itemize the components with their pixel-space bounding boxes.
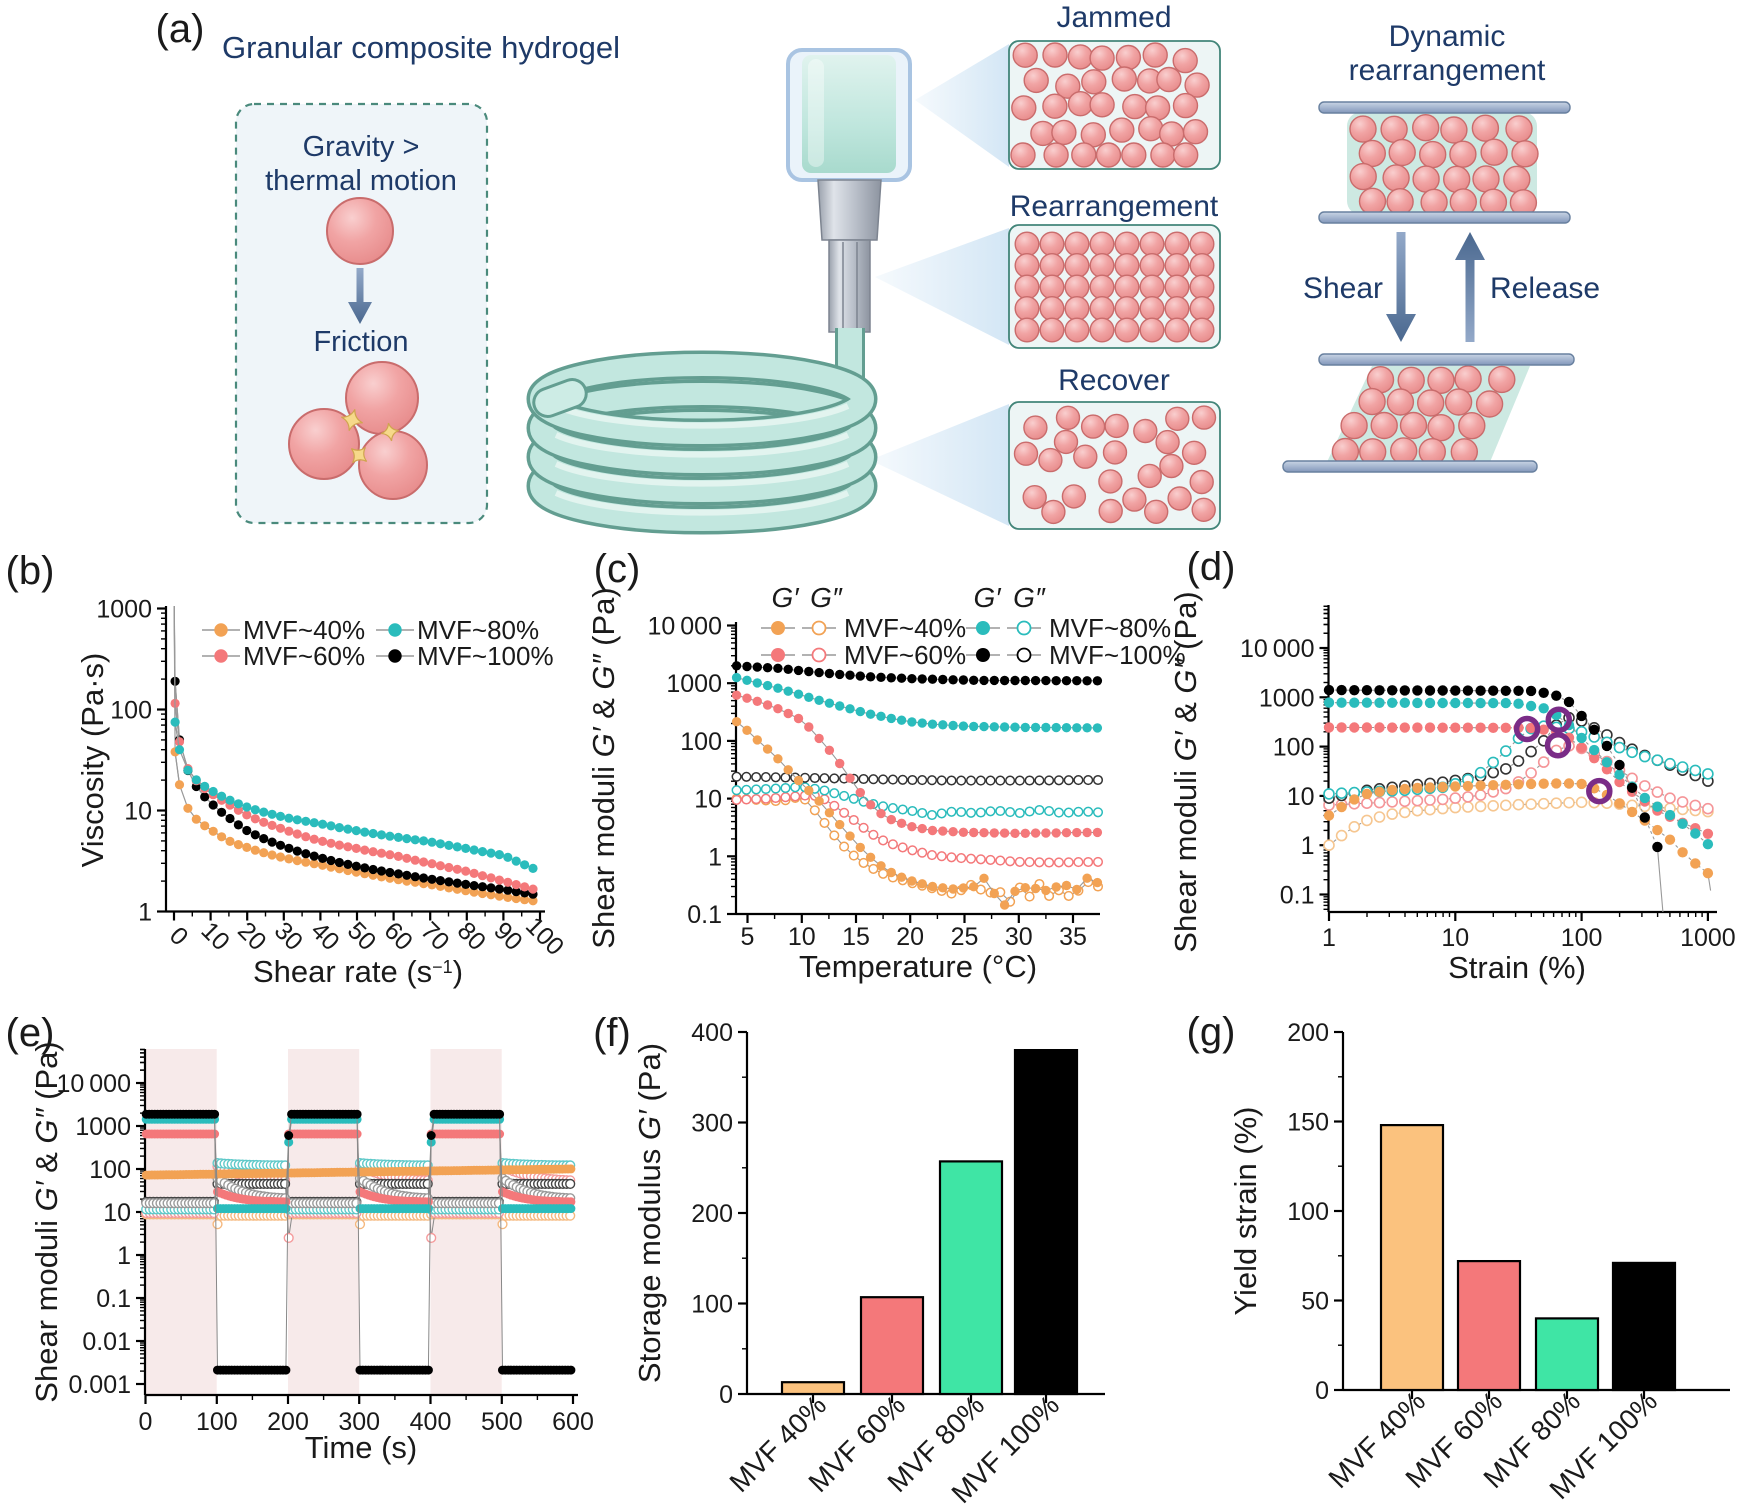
svg-text:Yield strain (%): Yield strain (%): [1228, 1106, 1263, 1315]
svg-text:rearrangement: rearrangement: [1349, 54, 1546, 87]
svg-text:10: 10: [788, 923, 816, 951]
svg-text:Friction: Friction: [313, 326, 408, 358]
svg-text:100: 100: [680, 728, 722, 756]
svg-text:G″: G″: [810, 582, 843, 613]
svg-text:0: 0: [1315, 1377, 1329, 1405]
svg-text:1: 1: [1301, 832, 1315, 860]
svg-text:10 000: 10 000: [56, 1070, 131, 1098]
svg-text:1000: 1000: [1680, 924, 1736, 952]
svg-text:200: 200: [691, 1200, 733, 1228]
svg-text:Shear rate (s−1): Shear rate (s−1): [253, 954, 463, 989]
svg-text:100: 100: [196, 1408, 238, 1436]
svg-text:MVF~40%: MVF~40%: [243, 615, 365, 645]
svg-text:50: 50: [1301, 1288, 1329, 1316]
svg-text:1: 1: [708, 843, 722, 871]
svg-text:15: 15: [842, 923, 870, 951]
svg-text:1: 1: [138, 899, 152, 927]
svg-text:0.001: 0.001: [68, 1371, 131, 1399]
svg-text:Granular composite hydrogel: Granular composite hydrogel: [222, 30, 620, 65]
svg-text:0.1: 0.1: [687, 901, 722, 929]
svg-text:1: 1: [117, 1242, 131, 1270]
svg-text:10: 10: [1287, 783, 1315, 811]
svg-text:100: 100: [1561, 924, 1603, 952]
svg-text:400: 400: [691, 1019, 733, 1047]
svg-text:10: 10: [124, 798, 152, 826]
svg-text:Gravity >: Gravity >: [303, 131, 420, 163]
svg-text:1000: 1000: [1259, 684, 1315, 712]
svg-text:Shear moduli G′ & G″ (Pa): Shear moduli G′ & G″ (Pa): [29, 1041, 64, 1402]
svg-text:Release: Release: [1490, 272, 1600, 305]
svg-text:100: 100: [110, 697, 152, 725]
svg-text:500: 500: [481, 1408, 523, 1436]
svg-text:10: 10: [694, 786, 722, 814]
svg-text:MVF~100%: MVF~100%: [417, 641, 554, 671]
svg-text:100: 100: [691, 1291, 733, 1319]
svg-text:Shear moduli G′ & G″ (Pa): Shear moduli G′ & G″ (Pa): [586, 587, 621, 948]
svg-text:Time (s): Time (s): [305, 1430, 418, 1465]
svg-text:Storage modulus G′ (Pa): Storage modulus G′ (Pa): [632, 1043, 667, 1383]
svg-text:1000: 1000: [96, 596, 152, 624]
svg-text:Strain (%): Strain (%): [1448, 950, 1586, 985]
svg-text:150: 150: [1287, 1109, 1329, 1137]
svg-text:MVF~60%: MVF~60%: [844, 640, 966, 670]
svg-text:20: 20: [896, 923, 924, 951]
svg-text:0.1: 0.1: [1280, 882, 1315, 910]
svg-text:300: 300: [691, 1110, 733, 1138]
svg-text:G″: G″: [1013, 582, 1046, 613]
svg-text:MVF~100%: MVF~100%: [1049, 640, 1186, 670]
svg-text:10 000: 10 000: [1240, 635, 1315, 663]
svg-text:0: 0: [719, 1381, 733, 1409]
svg-text:G′: G′: [973, 582, 1002, 613]
svg-text:100: 100: [89, 1156, 131, 1184]
svg-text:(g): (g): [1187, 1010, 1236, 1054]
svg-text:MVF~60%: MVF~60%: [243, 641, 365, 671]
svg-text:MVF~80%: MVF~80%: [417, 615, 539, 645]
svg-text:G′: G′: [771, 582, 800, 613]
svg-text:600: 600: [552, 1408, 594, 1436]
svg-text:Rearrangement: Rearrangement: [1010, 190, 1219, 223]
svg-text:MVF~80%: MVF~80%: [1049, 613, 1171, 643]
svg-text:1: 1: [1322, 924, 1336, 952]
svg-text:Recover: Recover: [1058, 364, 1170, 397]
svg-text:10 000: 10 000: [647, 613, 722, 641]
svg-text:Shear: Shear: [1303, 272, 1383, 305]
svg-text:(f): (f): [593, 1011, 631, 1055]
svg-text:Temperature (°C): Temperature (°C): [799, 949, 1037, 984]
svg-text:0.1: 0.1: [96, 1285, 131, 1313]
svg-text:(d): (d): [1187, 545, 1236, 589]
svg-text:Viscosity (Pa·s): Viscosity (Pa·s): [75, 653, 110, 868]
svg-text:(e): (e): [6, 1011, 55, 1055]
svg-text:(b): (b): [6, 549, 55, 593]
svg-text:Jammed: Jammed: [1056, 1, 1171, 34]
svg-text:200: 200: [267, 1408, 309, 1436]
svg-text:MVF~40%: MVF~40%: [844, 613, 966, 643]
svg-text:100: 100: [1287, 1198, 1329, 1226]
svg-text:25: 25: [951, 923, 979, 951]
svg-text:Shear moduli G′ & G″ (Pa): Shear moduli G′ & G″ (Pa): [1168, 591, 1203, 952]
svg-text:30: 30: [1005, 923, 1033, 951]
svg-text:300: 300: [338, 1408, 380, 1436]
svg-text:1000: 1000: [666, 670, 722, 698]
svg-text:(c): (c): [594, 547, 641, 591]
svg-text:(a): (a): [156, 7, 205, 51]
svg-text:35: 35: [1059, 923, 1087, 951]
svg-text:5: 5: [741, 923, 755, 951]
svg-text:Dynamic: Dynamic: [1389, 20, 1506, 53]
svg-text:thermal motion: thermal motion: [265, 165, 457, 197]
svg-text:200: 200: [1287, 1019, 1329, 1047]
svg-text:0: 0: [139, 1408, 153, 1436]
svg-text:10: 10: [103, 1199, 131, 1227]
svg-text:400: 400: [410, 1408, 452, 1436]
svg-text:100: 100: [1273, 734, 1315, 762]
svg-text:10: 10: [1441, 924, 1469, 952]
svg-text:0.01: 0.01: [82, 1328, 131, 1356]
svg-text:1000: 1000: [75, 1113, 131, 1141]
